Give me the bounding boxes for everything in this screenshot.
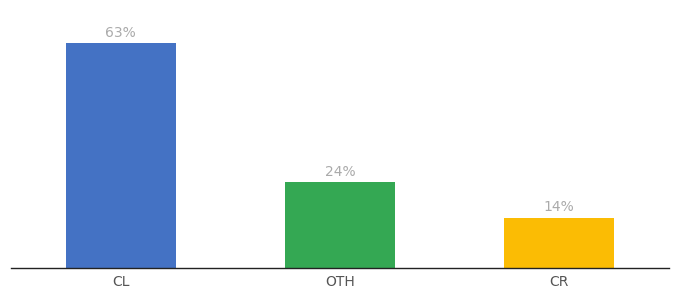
Text: 24%: 24% [324,165,356,179]
Text: 63%: 63% [105,26,136,40]
Bar [285,182,395,268]
Text: 14%: 14% [544,200,575,214]
Bar [505,218,614,268]
Bar [66,43,175,268]
